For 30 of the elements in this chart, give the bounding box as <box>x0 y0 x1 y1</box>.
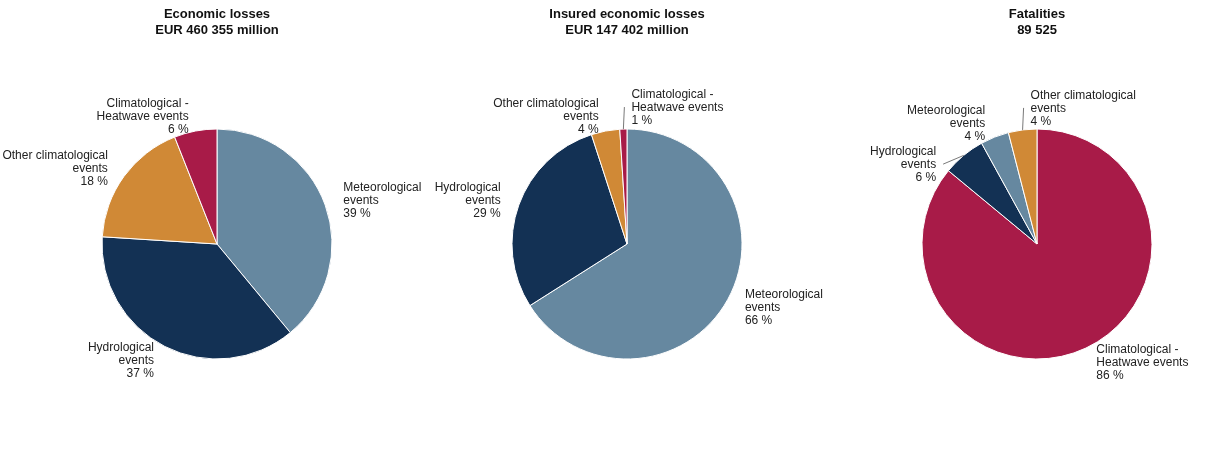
slice-label: Other climatological events <box>493 96 599 124</box>
slice-label: Climatological - Heatwave events <box>1096 341 1189 369</box>
slice-label: Climatological - Heatwave events <box>631 87 724 115</box>
data-label: 6 % <box>167 122 189 137</box>
data-label: 18 % <box>80 173 109 188</box>
data-label: 4 % <box>1030 113 1052 128</box>
slice-label: Hydrological events <box>87 339 154 367</box>
chart-subtitle: 89 525 <box>1017 22 1057 37</box>
slice-label: Hydrological events <box>434 179 501 207</box>
data-label: 1 % <box>631 113 653 128</box>
slice-label: Climatological - Heatwave events <box>96 96 189 124</box>
data-label: 86 % <box>1096 367 1125 382</box>
chart-subtitle: EUR 460 355 million <box>155 22 279 37</box>
data-label: 4 % <box>964 129 986 144</box>
chart-title: Economic losses <box>163 6 271 21</box>
slice-label: Meteorological events <box>744 286 823 314</box>
chart-subtitle: EUR 147 402 million <box>565 22 689 37</box>
data-label: 6 % <box>915 170 937 185</box>
data-label: 39 % <box>343 205 371 220</box>
slice-label: Other climatological events <box>2 147 108 175</box>
chart-title: Fatalities <box>1008 6 1066 21</box>
slice-label: Meteorological events <box>907 103 986 131</box>
slice-label: Other climatological events <box>1030 87 1136 115</box>
data-label: 4 % <box>577 122 599 137</box>
chart-title: Insured economic losses <box>549 6 705 21</box>
slice-label: Hydrological events <box>870 144 937 172</box>
data-label: 37 % <box>126 365 155 380</box>
slice-label: Meteorological events <box>343 179 422 207</box>
data-label: 66 % <box>744 312 773 327</box>
data-label: 29 % <box>473 205 502 220</box>
